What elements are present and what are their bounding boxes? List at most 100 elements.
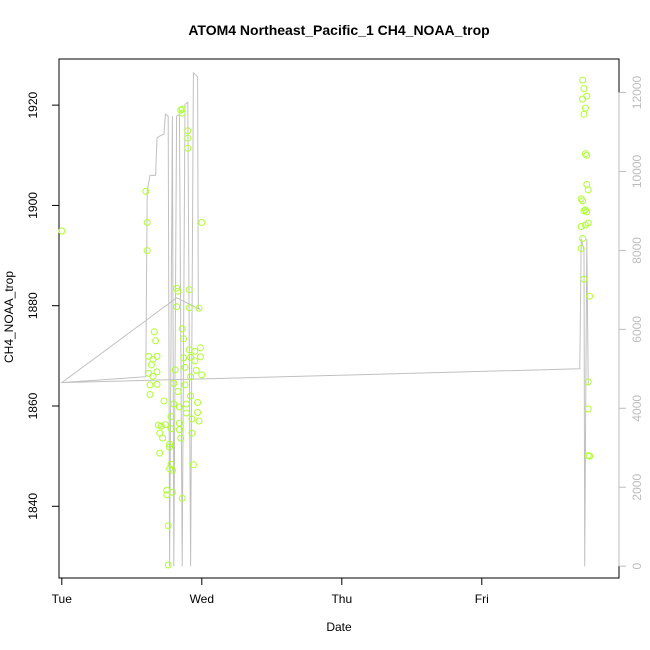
- data-point: [180, 354, 188, 362]
- y2-tick-label: 0: [630, 563, 644, 570]
- data-point: [175, 426, 183, 434]
- data-point: [581, 104, 589, 112]
- scatter-points-layer: [58, 76, 594, 569]
- y-tick-label: 1920: [26, 91, 40, 118]
- data-point: [178, 494, 186, 502]
- data-point: [163, 491, 171, 499]
- y2-tick-label: 2000: [630, 474, 644, 501]
- y2-tick-label: 6000: [630, 316, 644, 343]
- data-point: [184, 144, 192, 152]
- y-tick-label: 1880: [26, 292, 40, 319]
- data-point: [198, 371, 206, 379]
- data-point: [145, 369, 153, 377]
- data-point: [170, 400, 178, 408]
- data-point: [178, 109, 186, 117]
- y2-tick-label: 4000: [630, 395, 644, 422]
- data-point: [150, 328, 158, 336]
- data-point: [191, 347, 199, 355]
- data-point: [153, 380, 161, 388]
- data-point: [195, 417, 203, 425]
- data-point: [166, 443, 174, 451]
- data-point: [583, 208, 591, 216]
- data-point: [584, 219, 592, 227]
- data-point: [188, 415, 196, 423]
- data-point: [579, 235, 587, 242]
- data-point: [168, 488, 176, 496]
- data-point: [149, 372, 157, 380]
- data-point: [580, 85, 588, 93]
- data-point: [579, 76, 587, 84]
- data-point: [583, 151, 591, 159]
- data-point: [153, 368, 161, 376]
- data-point: [182, 400, 190, 408]
- data-point: [194, 399, 202, 406]
- data-point: [584, 186, 592, 194]
- data-point: [167, 460, 175, 468]
- data-point: [180, 335, 188, 343]
- data-point: [149, 355, 157, 363]
- data-point: [143, 247, 151, 255]
- y2-tick-label: 10000: [630, 154, 644, 188]
- data-point: [191, 357, 199, 365]
- data-point: [581, 150, 589, 158]
- x-tick-label: Thu: [331, 592, 352, 606]
- data-point: [577, 223, 585, 230]
- line-series-layer: [60, 71, 589, 567]
- data-point: [178, 105, 186, 113]
- data-point: [184, 127, 192, 135]
- x-tick-label: Wed: [190, 592, 214, 606]
- data-point: [580, 275, 588, 283]
- data-point: [171, 366, 179, 374]
- data-point: [175, 403, 183, 411]
- data-point: [185, 304, 193, 312]
- data-point: [182, 409, 190, 417]
- series-line: [60, 71, 589, 567]
- data-point: [188, 429, 196, 437]
- data-point: [579, 95, 587, 103]
- data-point: [580, 110, 588, 118]
- data-point: [164, 561, 172, 569]
- plot-frame: [58, 58, 620, 579]
- y-axis-label: CH4_NOAA_trop: [2, 271, 16, 363]
- data-point: [584, 378, 592, 386]
- data-point: [143, 219, 151, 226]
- data-point: [581, 206, 589, 214]
- data-point: [153, 352, 161, 360]
- data-point: [177, 434, 185, 442]
- y-tick-label: 1900: [26, 192, 40, 219]
- data-point: [160, 397, 168, 405]
- x-axis-label: Date: [326, 620, 352, 634]
- data-point: [583, 92, 591, 100]
- data-point: [174, 388, 182, 395]
- data-point: [142, 187, 150, 195]
- data-point: [166, 440, 174, 448]
- data-point: [170, 379, 178, 387]
- y-tick-label: 1860: [26, 392, 40, 419]
- data-point: [146, 391, 154, 398]
- data-point: [195, 304, 203, 312]
- data-point: [577, 245, 585, 252]
- data-point: [161, 421, 169, 429]
- data-point: [584, 405, 592, 413]
- data-point: [167, 413, 175, 420]
- data-point: [579, 197, 587, 205]
- data-point: [159, 434, 167, 442]
- data-point: [178, 325, 186, 333]
- data-point: [586, 292, 594, 300]
- y2-tick-label: 8000: [630, 237, 644, 264]
- data-point: [181, 363, 189, 371]
- y-axis-right: 0 2000 4000 6000 8000 10000 12000: [618, 76, 644, 570]
- y-tick-label: 1840: [26, 493, 40, 520]
- data-point: [174, 287, 182, 295]
- data-point: [181, 381, 189, 389]
- data-point: [187, 392, 195, 400]
- x-tick-label: Fri: [475, 592, 489, 606]
- y2-tick-label: 12000: [630, 76, 644, 110]
- data-point: [196, 353, 204, 361]
- y-axis-left: 1840 1860 1880 1900 1920: [26, 91, 59, 520]
- data-point: [187, 373, 195, 381]
- data-point: [58, 227, 66, 235]
- data-point: [187, 353, 195, 361]
- data-point: [167, 425, 175, 433]
